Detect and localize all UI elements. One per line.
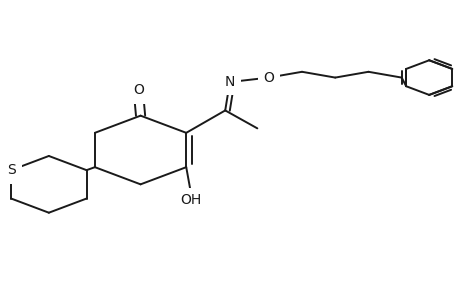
Text: O: O <box>133 83 143 97</box>
Text: S: S <box>7 163 16 177</box>
Text: N: N <box>224 75 235 89</box>
Text: OH: OH <box>180 193 201 207</box>
Text: O: O <box>263 70 274 85</box>
